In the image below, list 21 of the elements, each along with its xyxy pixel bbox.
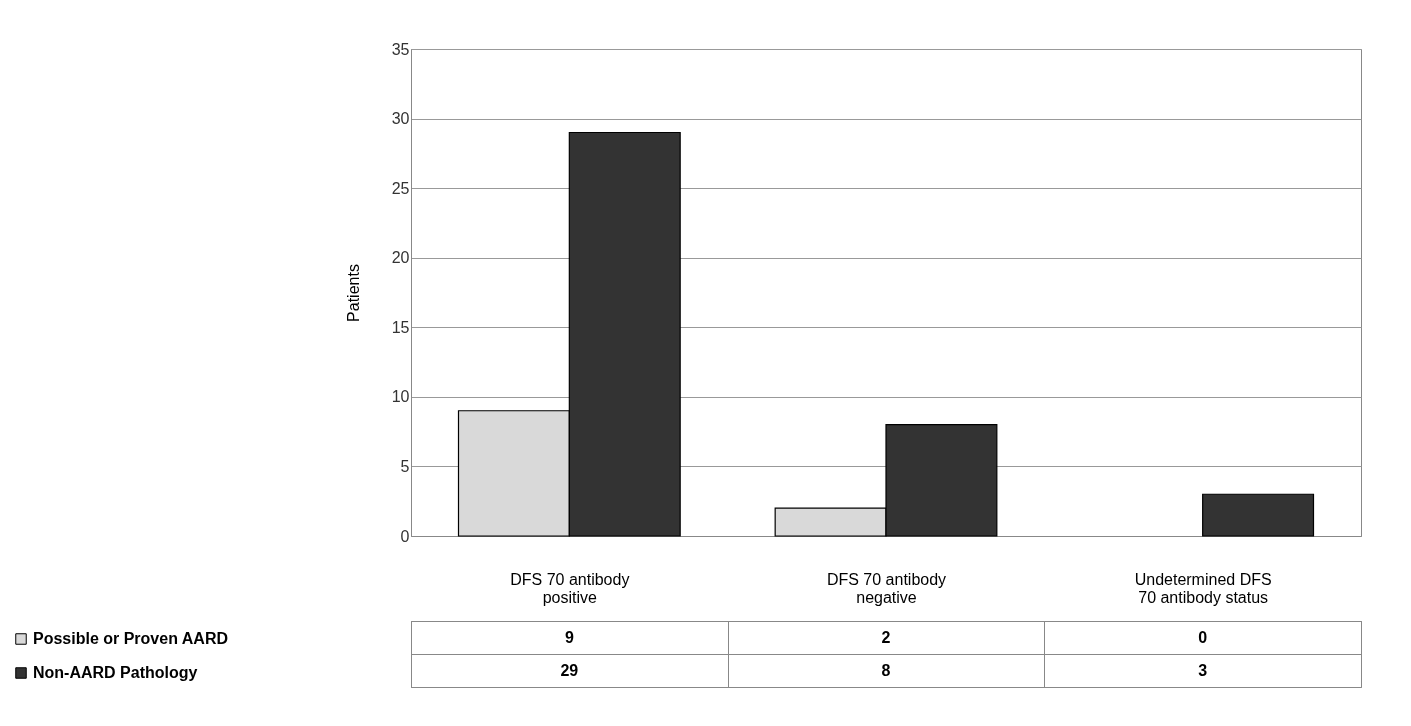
data-label: 3	[1198, 661, 1208, 679]
y-tick-label: 5	[400, 457, 410, 475]
data-label: 0	[1198, 628, 1208, 646]
data-label: 29	[560, 661, 579, 679]
y-tick-label: 15	[391, 318, 410, 336]
y-tick-label: 30	[391, 110, 410, 128]
data-label: 2	[881, 628, 891, 646]
data-label: 8	[881, 661, 891, 679]
y-tick-label: 35	[391, 40, 410, 58]
x-tick-label: Undetermined DFS 70 antibody status	[1134, 570, 1272, 606]
legend-label: Non-AARD Pathology	[33, 664, 198, 681]
x-tick-label: DFS 70 antibody positive	[510, 570, 630, 606]
x-tick-label: DFS 70 antibody negative	[826, 570, 947, 606]
data-label: 9	[564, 628, 574, 646]
y-tick-label: 20	[391, 249, 410, 267]
bar	[1202, 493, 1315, 537]
y-axis-title: Patients	[344, 264, 362, 322]
y-tick-label: 25	[391, 179, 410, 197]
legend-label: Possible or Proven AARD	[33, 630, 229, 647]
y-tick-label: 10	[391, 388, 410, 406]
y-tick-label: 0	[400, 527, 410, 545]
